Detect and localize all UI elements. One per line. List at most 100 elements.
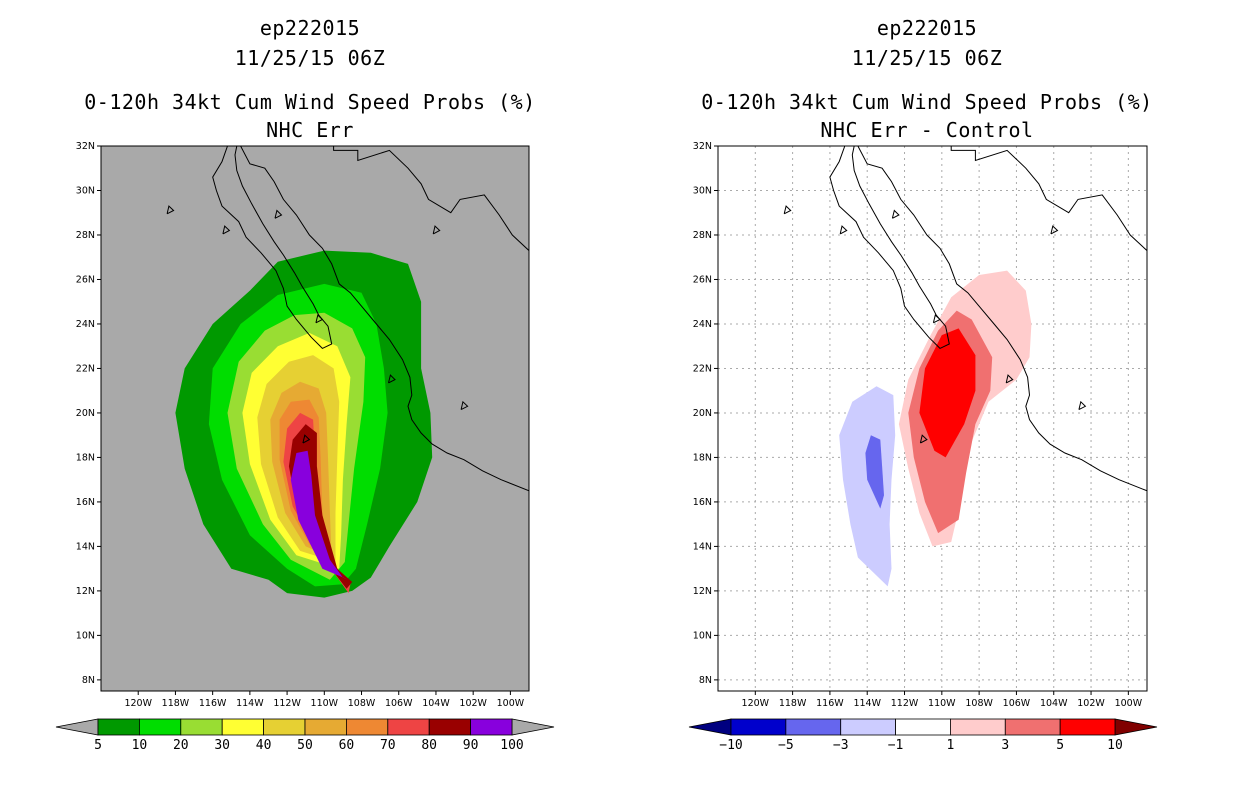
colorbar-swatch <box>950 718 1006 736</box>
right-subtitle: NHC Err - Control <box>820 118 1034 142</box>
island <box>891 209 900 219</box>
coastline <box>857 146 1147 492</box>
left-subtitle: NHC Err <box>266 118 354 142</box>
lat-tick-label: 28N <box>693 230 712 241</box>
colorbar-swatch <box>263 718 306 736</box>
colorbar-swatch <box>730 718 787 736</box>
lat-tick-label: 24N <box>76 319 95 330</box>
colorbar-swatch <box>97 718 140 736</box>
coastline <box>950 146 1147 251</box>
lon-tick-label: 114W <box>236 698 264 709</box>
colorbar-right: −10 −5 −3 −1 1 3 5 10 <box>688 718 1158 753</box>
lon-tick-label: 114W <box>853 698 881 709</box>
colorbar-label: 80 <box>421 738 437 753</box>
lon-tick-label: 104W <box>1040 698 1068 709</box>
coastline <box>240 146 529 492</box>
lat-tick-label: 28N <box>76 230 95 241</box>
colorbar-label: 3 <box>1001 738 1009 753</box>
island <box>1078 400 1087 411</box>
colorbar-label: 30 <box>214 738 230 753</box>
island <box>388 374 396 384</box>
lat-tick-label: 32N <box>76 141 95 152</box>
colorbar-swatch <box>428 718 472 736</box>
colorbar-label: 100 <box>500 738 523 753</box>
lat-tick-label: 18N <box>693 452 712 463</box>
plot-frame <box>100 145 530 692</box>
colorbar-label: 10 <box>1107 738 1123 753</box>
colorbar-label: 5 <box>1056 738 1064 753</box>
lon-tick-label: 108W <box>965 698 993 709</box>
colorbar-label: 10 <box>132 738 148 753</box>
plot-frame <box>717 145 1148 692</box>
lat-tick-label: 14N <box>693 541 712 552</box>
lon-tick-label: 112W <box>273 698 301 709</box>
colorbar-label: 50 <box>297 738 313 753</box>
lat-tick-label: 30N <box>693 185 712 196</box>
colorbar-label: −5 <box>778 738 794 753</box>
colorbar-swatch <box>1004 718 1061 736</box>
colorbar-swatch <box>785 718 842 736</box>
colorbar-swatch <box>180 718 223 736</box>
colorbar-label: 90 <box>463 738 479 753</box>
lon-tick-label: 116W <box>816 698 844 709</box>
colorbar-left: 5 10 20 30 40 50 60 70 80 90 100 <box>55 718 555 753</box>
lon-tick-label: 104W <box>422 698 450 709</box>
lat-tick-label: 26N <box>76 274 95 285</box>
lat-tick-label: 10N <box>76 630 95 641</box>
lon-tick-label: 108W <box>348 698 376 709</box>
lon-tick-label: 102W <box>459 698 487 709</box>
colorbar-swatch <box>345 718 389 736</box>
colorbar-extend-high <box>511 718 555 736</box>
colorbar-swatch <box>304 718 347 736</box>
lat-tick-label: 20N <box>76 408 95 419</box>
lon-tick-label: 106W <box>1003 698 1031 709</box>
colorbar-extend-low <box>55 718 99 736</box>
island <box>919 434 928 444</box>
island <box>839 225 848 235</box>
island <box>783 205 792 215</box>
island <box>302 434 311 444</box>
lon-tick-label: 120W <box>124 698 152 709</box>
colorbar-swatch <box>895 718 951 736</box>
lon-tick-label: 100W <box>1115 698 1143 709</box>
coastline <box>212 146 333 350</box>
right-storm-id: ep222015 <box>876 16 978 40</box>
lat-tick-label: 32N <box>693 141 712 152</box>
colorbar-swatch <box>138 718 182 736</box>
lon-tick-label: 118W <box>162 698 190 709</box>
panel-left: 120W 118W 116W 114W 112W 110W 108W 106W 104W 102W… <box>76 141 530 709</box>
island <box>1005 374 1014 384</box>
island <box>1050 225 1059 235</box>
colorbar-label: −1 <box>888 738 904 753</box>
island <box>432 225 441 235</box>
colorbar-swatch <box>840 718 896 736</box>
contour-level-90 <box>290 450 349 580</box>
panel-right: 120W 118W 116W 114W 112W 110W 108W 106W 104W 102W… <box>693 141 1148 709</box>
colorbar-swatch <box>221 718 264 736</box>
lon-tick-label: 106W <box>385 698 413 709</box>
colorbar-extend-high <box>1114 718 1158 736</box>
lon-tick-label: 102W <box>1077 698 1105 709</box>
colorbar-swatch <box>1059 718 1116 736</box>
lat-tick-label: 20N <box>693 408 712 419</box>
colorbar-label: 1 <box>947 738 955 753</box>
contour-level-5 <box>919 328 976 458</box>
coastline <box>333 146 529 251</box>
contour-level-neg1 <box>839 386 896 587</box>
right-product-title: 0-120h 34kt Cum Wind Speed Probs (%) <box>701 90 1153 114</box>
island <box>222 225 231 235</box>
left-product-title: 0-120h 34kt Cum Wind Speed Probs (%) <box>84 90 536 114</box>
colorbar-label: 60 <box>339 738 355 753</box>
colorbar-label: 70 <box>380 738 396 753</box>
lat-tick-label: 26N <box>693 274 712 285</box>
lat-tick-label: 8N <box>82 675 95 686</box>
lat-tick-label: 16N <box>693 497 712 508</box>
lon-tick-label: 116W <box>199 698 227 709</box>
coastline <box>829 146 950 350</box>
lat-tick-label: 16N <box>76 497 95 508</box>
island <box>460 400 469 411</box>
colorbar-label: 20 <box>173 738 189 753</box>
left-date: 11/25/15 06Z <box>234 46 386 70</box>
colorbar-label: 5 <box>94 738 102 753</box>
